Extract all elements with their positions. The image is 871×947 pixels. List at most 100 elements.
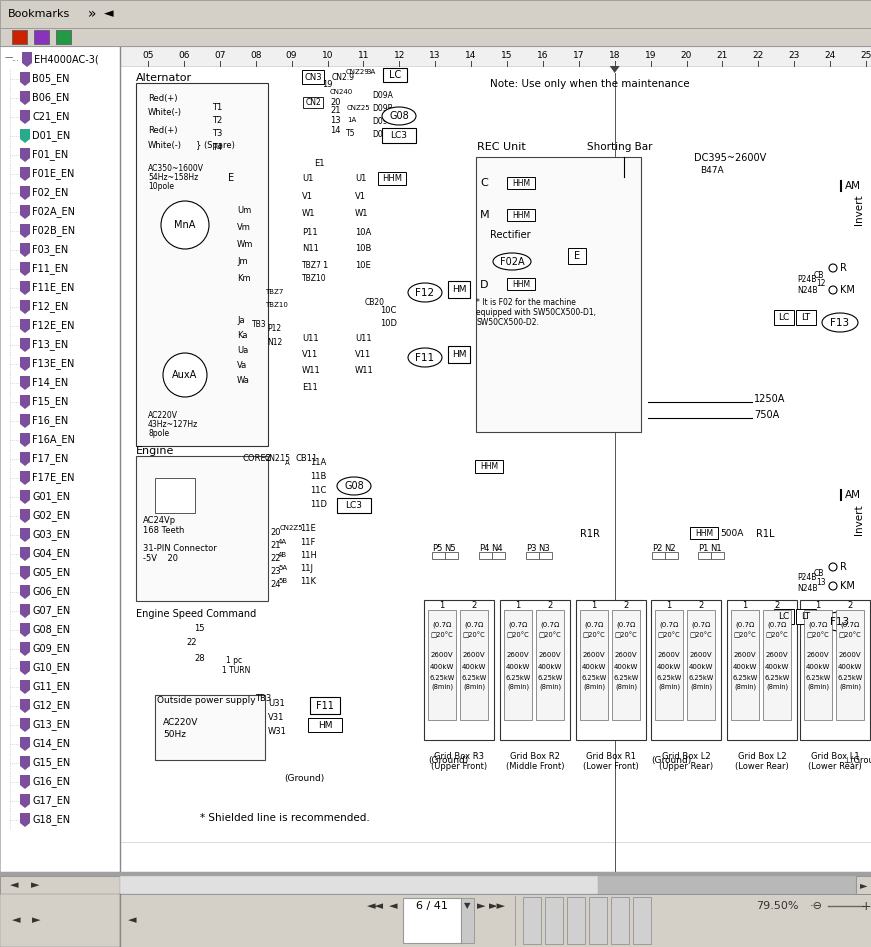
Text: HM: HM [318,721,332,729]
Bar [34,30,49,44]
Bar [539,552,552,559]
Bar [460,610,488,720]
Text: 23: 23 [788,50,800,60]
Text: 11A: 11A [310,457,327,467]
Bar [576,600,646,740]
Text: 2: 2 [547,600,552,610]
Text: 11H: 11H [300,550,317,560]
Text: 1: 1 [591,600,597,610]
Text: 11C: 11C [310,486,327,494]
Polygon shape [22,63,32,67]
Polygon shape [20,538,30,542]
Text: DC395~2600V: DC395~2600V [694,153,766,163]
Text: 2600V: 2600V [430,652,453,658]
Text: G04_EN: G04_EN [32,548,71,559]
Text: 43Hz~127Hz: 43Hz~127Hz [148,420,199,428]
Text: AuxA: AuxA [172,370,198,380]
Text: G14_EN: G14_EN [32,738,71,749]
Polygon shape [20,120,30,124]
Text: (8min): (8min) [463,684,485,690]
Text: 6.25kW: 6.25kW [581,675,606,681]
Text: 11D: 11D [310,499,327,509]
Text: F02B_EN: F02B_EN [32,225,75,236]
Text: 6.25kW: 6.25kW [657,675,682,681]
Text: 54Hz~158Hz: 54Hz~158Hz [148,172,199,182]
Polygon shape [20,462,30,466]
Text: CB: CB [814,271,824,279]
Bar [136,456,268,601]
Text: 28: 28 [194,653,205,663]
Text: 06: 06 [179,50,190,60]
Bar [20,110,30,120]
Text: REC Unit: REC Unit [477,142,526,152]
Bar [20,661,30,671]
Text: 22: 22 [186,637,197,647]
Polygon shape [20,709,30,713]
Text: (Ground): (Ground) [428,756,469,764]
Text: 2600V: 2600V [807,652,829,658]
Bar [20,718,30,728]
Bar [856,876,871,894]
Text: Grid Box R2
(Middle Front): Grid Box R2 (Middle Front) [506,752,564,772]
Text: ►: ► [30,880,39,890]
Text: 07: 07 [214,50,226,60]
Bar [20,91,30,101]
Text: 6.25kW: 6.25kW [806,675,831,681]
Text: .15: .15 [278,454,290,462]
Text: G12_EN: G12_EN [32,700,71,711]
Ellipse shape [493,253,531,270]
Text: CN2: CN2 [305,98,321,107]
Text: F12E_EN: F12E_EN [32,320,75,331]
Text: AC220V: AC220V [163,718,199,726]
Text: White(-): White(-) [148,108,182,116]
Bar [774,609,794,624]
Text: ◄: ◄ [10,880,18,890]
Text: R1R: R1R [580,529,600,539]
Polygon shape [20,519,30,523]
Text: 5A: 5A [278,565,287,571]
Text: G01_EN: G01_EN [32,491,71,502]
Text: TB3: TB3 [255,693,271,703]
Text: (8min): (8min) [539,684,561,690]
Text: Grid Box L1
(Lower Rear): Grid Box L1 (Lower Rear) [808,752,862,772]
Text: ◄: ◄ [388,901,397,911]
Polygon shape [20,690,30,694]
Polygon shape [20,386,30,390]
Polygon shape [20,405,30,409]
Bar [0,876,120,894]
Text: CB20: CB20 [365,297,385,307]
Bar [589,897,607,944]
Text: 1A: 1A [347,117,356,123]
Bar [20,281,30,291]
Text: KM: KM [840,285,854,295]
Text: Engine: Engine [136,446,174,456]
Bar [796,609,816,624]
Bar [136,83,268,446]
Text: 4B: 4B [278,552,287,558]
Text: Um: Um [237,205,251,215]
Text: 10E: 10E [355,260,371,270]
Text: 19: 19 [322,80,333,88]
Text: 400kW: 400kW [429,664,454,670]
Text: W1: W1 [355,208,368,218]
Text: D09B: D09B [372,103,393,113]
Text: Wa: Wa [237,376,250,384]
Polygon shape [20,652,30,656]
Text: CB: CB [814,568,824,578]
Bar [492,552,505,559]
Text: Invert: Invert [854,505,864,535]
Text: 500A: 500A [720,528,743,538]
Bar [20,300,30,310]
Text: HM: HM [452,285,466,294]
Text: +: + [861,900,871,913]
Bar [507,209,535,221]
Text: B05_EN: B05_EN [32,73,70,84]
Bar [633,897,651,944]
Text: F02A: F02A [500,257,524,266]
Text: □20°C: □20°C [807,632,829,638]
Text: V1: V1 [302,191,313,201]
Polygon shape [20,481,30,485]
Bar [20,433,30,443]
Polygon shape [20,196,30,200]
Text: T4: T4 [212,142,222,152]
